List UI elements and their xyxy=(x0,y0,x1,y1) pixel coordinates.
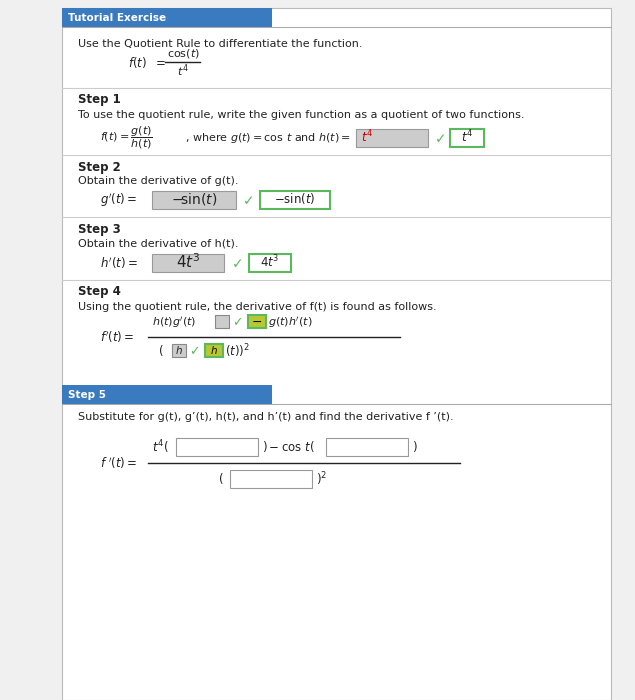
Text: Obtain the derivative of g(t).: Obtain the derivative of g(t). xyxy=(78,176,239,186)
Text: $f'(t) =$: $f'(t) =$ xyxy=(100,329,135,345)
Text: $h(t)g'(t)$: $h(t)g'(t)$ xyxy=(152,314,196,330)
Text: $h$: $h$ xyxy=(175,344,183,356)
Text: $)^2$: $)^2$ xyxy=(316,470,327,488)
Bar xyxy=(230,470,312,488)
Bar xyxy=(450,129,484,147)
Text: To use the quotient rule, write the given function as a quotient of two function: To use the quotient rule, write the give… xyxy=(78,110,525,120)
Text: Step 5: Step 5 xyxy=(68,390,106,400)
Text: $\cos(t)$: $\cos(t)$ xyxy=(166,48,199,60)
Bar xyxy=(172,344,186,357)
Bar xyxy=(260,191,330,209)
Text: Step 4: Step 4 xyxy=(78,286,121,298)
Text: $h$: $h$ xyxy=(210,344,218,356)
Bar xyxy=(152,191,236,209)
Text: $\checkmark$: $\checkmark$ xyxy=(434,131,445,145)
Bar xyxy=(62,8,272,27)
Text: $f(t) = \dfrac{g(t)}{h(t)}$: $f(t) = \dfrac{g(t)}{h(t)}$ xyxy=(100,125,153,151)
Bar xyxy=(62,385,272,404)
Text: $-\sin(t)$: $-\sin(t)$ xyxy=(274,192,316,206)
Text: $(t))^2$: $(t))^2$ xyxy=(225,342,250,360)
Text: $f(t)$: $f(t)$ xyxy=(128,55,147,69)
Text: $\checkmark$: $\checkmark$ xyxy=(232,316,243,328)
Text: $) - \cos\,t($: $) - \cos\,t($ xyxy=(262,440,315,454)
Text: $g'(t) =$: $g'(t) =$ xyxy=(100,191,137,209)
Text: $\checkmark$: $\checkmark$ xyxy=(242,193,253,207)
Text: Substitute for g(t), g’(t), h(t), and h’(t) and find the derivative f ’(t).: Substitute for g(t), g’(t), h(t), and h’… xyxy=(78,412,453,422)
Bar xyxy=(215,315,229,328)
Text: $f\ '(t) =$: $f\ '(t) =$ xyxy=(100,455,137,470)
Text: Obtain the derivative of h(t).: Obtain the derivative of h(t). xyxy=(78,238,239,248)
Text: $4t^3$: $4t^3$ xyxy=(176,253,201,272)
Text: $(\ $: $(\ $ xyxy=(158,344,164,358)
Bar xyxy=(205,344,223,357)
Text: , where $g(t) = \cos\,t$ and $h(t) =$: , where $g(t) = \cos\,t$ and $h(t) =$ xyxy=(185,131,351,145)
Text: Step 1: Step 1 xyxy=(78,94,121,106)
Text: $)$: $)$ xyxy=(412,440,418,454)
Text: $t^4$: $t^4$ xyxy=(177,63,189,79)
Text: $g(t)h'(t)$: $g(t)h'(t)$ xyxy=(268,314,312,330)
Bar xyxy=(176,438,258,456)
Bar xyxy=(248,315,266,328)
Bar xyxy=(152,254,224,272)
Text: $t^4$: $t^4$ xyxy=(461,129,473,146)
Text: $4t^3$: $4t^3$ xyxy=(260,253,280,270)
Bar xyxy=(356,129,428,147)
Text: Step 2: Step 2 xyxy=(78,160,121,174)
Text: Tutorial Exercise: Tutorial Exercise xyxy=(68,13,166,23)
Text: $h'(t) =$: $h'(t) =$ xyxy=(100,256,138,271)
Text: $t^4$: $t^4$ xyxy=(361,129,373,146)
Text: Using the quotient rule, the derivative of f(t) is found as follows.: Using the quotient rule, the derivative … xyxy=(78,302,437,312)
Text: $\checkmark$: $\checkmark$ xyxy=(231,256,243,270)
Bar xyxy=(62,8,611,700)
Text: Use the Quotient Rule to differentiate the function.: Use the Quotient Rule to differentiate t… xyxy=(78,39,363,49)
Text: Step 3: Step 3 xyxy=(78,223,121,235)
Text: $-$: $-$ xyxy=(251,314,262,328)
Text: $\checkmark$: $\checkmark$ xyxy=(189,344,199,358)
Text: $=$: $=$ xyxy=(153,55,166,69)
Bar xyxy=(326,438,408,456)
Text: $-\!\sin(t)$: $-\!\sin(t)$ xyxy=(171,191,217,207)
Bar xyxy=(249,254,291,272)
Text: $($: $($ xyxy=(218,472,224,486)
Text: $t^4($: $t^4($ xyxy=(152,438,169,456)
